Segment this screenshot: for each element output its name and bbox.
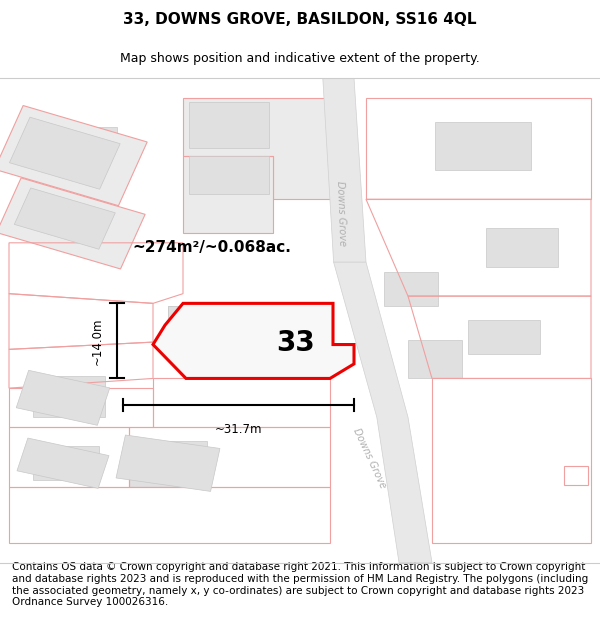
Polygon shape bbox=[334, 262, 432, 562]
Text: ~14.0m: ~14.0m bbox=[91, 317, 104, 364]
Text: 33, DOWNS GROVE, BASILDON, SS16 4QL: 33, DOWNS GROVE, BASILDON, SS16 4QL bbox=[123, 12, 477, 27]
Polygon shape bbox=[33, 446, 99, 480]
Polygon shape bbox=[168, 306, 219, 359]
Polygon shape bbox=[116, 435, 220, 491]
Polygon shape bbox=[189, 102, 269, 148]
Text: Downs Grove: Downs Grove bbox=[335, 181, 347, 246]
Polygon shape bbox=[201, 141, 273, 194]
Polygon shape bbox=[129, 441, 207, 488]
Text: ~31.7m: ~31.7m bbox=[215, 424, 262, 436]
Text: Downs Grove: Downs Grove bbox=[351, 427, 387, 490]
Polygon shape bbox=[323, 78, 366, 262]
Text: Map shows position and indicative extent of the property.: Map shows position and indicative extent… bbox=[120, 52, 480, 65]
Polygon shape bbox=[408, 340, 462, 378]
Polygon shape bbox=[14, 188, 115, 249]
Polygon shape bbox=[189, 156, 269, 194]
Text: Contains OS data © Crown copyright and database right 2021. This information is : Contains OS data © Crown copyright and d… bbox=[12, 562, 588, 608]
Polygon shape bbox=[183, 98, 334, 199]
Polygon shape bbox=[168, 306, 219, 359]
Polygon shape bbox=[213, 204, 273, 233]
Text: ~274m²/~0.068ac.: ~274m²/~0.068ac. bbox=[132, 240, 291, 255]
Text: 33: 33 bbox=[276, 329, 315, 357]
Polygon shape bbox=[0, 106, 147, 206]
Polygon shape bbox=[33, 376, 105, 418]
Polygon shape bbox=[36, 197, 111, 233]
Polygon shape bbox=[435, 122, 531, 170]
Polygon shape bbox=[468, 320, 540, 354]
Polygon shape bbox=[17, 438, 109, 488]
Polygon shape bbox=[486, 228, 558, 267]
Polygon shape bbox=[0, 178, 145, 269]
Polygon shape bbox=[153, 303, 354, 378]
Polygon shape bbox=[183, 156, 273, 233]
Polygon shape bbox=[384, 272, 438, 306]
Polygon shape bbox=[16, 371, 110, 425]
Polygon shape bbox=[10, 118, 120, 189]
Polygon shape bbox=[30, 126, 117, 178]
